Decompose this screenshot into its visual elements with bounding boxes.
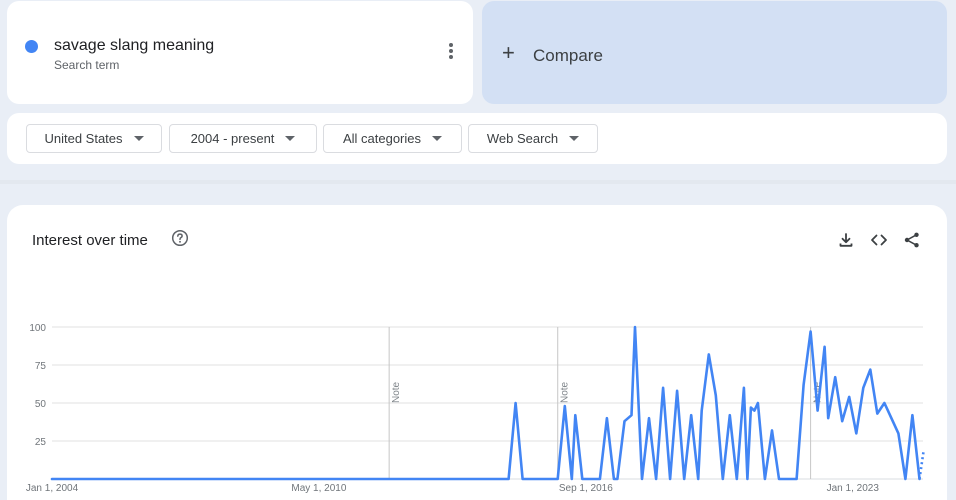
x-tick-label: Sep 1, 2016 bbox=[559, 483, 613, 494]
filter-region-dropdown[interactable]: United States bbox=[26, 124, 162, 153]
note-label: Note bbox=[560, 381, 571, 403]
embed-code-icon[interactable] bbox=[869, 230, 889, 250]
section-divider bbox=[0, 180, 956, 184]
search-term-card[interactable]: savage slang meaning Search term bbox=[7, 1, 473, 104]
y-tick-label: 25 bbox=[35, 437, 47, 448]
share-icon[interactable] bbox=[902, 230, 922, 250]
y-tick-label: 50 bbox=[35, 399, 47, 410]
x-tick-label: May 1, 2010 bbox=[291, 483, 346, 494]
x-tick-label: Jan 1, 2023 bbox=[827, 483, 880, 494]
interest-line-chart: 25 50 75 100 Note Note Note Jan 1, 2004 May 1, 2… bbox=[26, 323, 925, 494]
series-line bbox=[50, 325, 921, 481]
filter-time-dropdown[interactable]: 2004 - present bbox=[169, 124, 317, 153]
chart-title: Interest over time bbox=[32, 232, 148, 249]
compare-label: Compare bbox=[533, 46, 603, 65]
note-label: Note bbox=[813, 381, 824, 403]
more-vert-icon[interactable] bbox=[443, 43, 459, 65]
compare-button[interactable]: + Compare bbox=[482, 1, 947, 104]
y-tick-label: 100 bbox=[29, 323, 46, 334]
search-term-subtitle: Search term bbox=[54, 58, 120, 72]
chevron-down-icon bbox=[569, 136, 580, 141]
help-circle-icon[interactable] bbox=[171, 229, 189, 247]
filters-bar: United States 2004 - present All categor… bbox=[7, 113, 947, 164]
chevron-down-icon bbox=[133, 136, 144, 141]
x-tick-label: Jan 1, 2004 bbox=[26, 483, 79, 494]
plus-icon: + bbox=[502, 40, 515, 65]
filter-category-dropdown[interactable]: All categories bbox=[323, 124, 462, 153]
filter-time-label: 2004 - present bbox=[190, 131, 275, 146]
interest-over-time-card: Interest over time 25 50 75 100 Note Note Note… bbox=[7, 205, 947, 500]
search-term-name[interactable]: savage slang meaning bbox=[54, 37, 215, 54]
filter-category-label: All categories bbox=[342, 131, 422, 146]
filter-region-label: United States bbox=[44, 131, 123, 146]
filter-search-type-label: Web Search bbox=[486, 131, 559, 146]
chevron-down-icon bbox=[285, 136, 296, 141]
y-tick-label: 75 bbox=[35, 361, 47, 372]
term-color-dot bbox=[25, 40, 38, 53]
download-icon[interactable] bbox=[836, 230, 856, 250]
filter-search-type-dropdown[interactable]: Web Search bbox=[468, 124, 598, 153]
note-label: Note bbox=[391, 381, 402, 403]
chevron-down-icon bbox=[432, 136, 443, 141]
